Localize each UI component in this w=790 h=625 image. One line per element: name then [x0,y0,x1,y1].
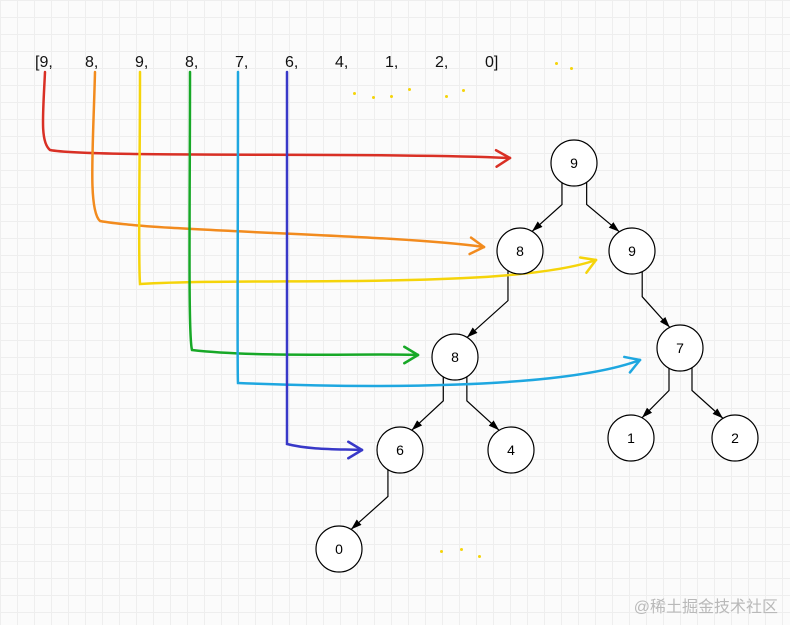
stray-dot [390,95,393,98]
svg-text:2: 2 [731,430,739,446]
stray-dot [462,89,465,92]
stray-dot [478,555,481,558]
tree-node-n9b: 9 [609,228,655,274]
tree-node-n9r: 9 [551,140,597,186]
svg-text:8: 8 [451,349,459,365]
connector-arrow [404,355,418,363]
stray-dot [353,92,356,95]
array-item-6: 4, [335,54,348,72]
stray-dot [445,95,448,98]
svg-text:7: 7 [676,340,684,356]
connector-c4 [238,72,640,386]
tree-node-n4: 4 [488,427,534,473]
connector-arrow [624,357,640,360]
svg-text:1: 1 [627,430,635,446]
svg-text:6: 6 [396,442,404,458]
watermark-text: @稀土掘金技术社区 [634,593,778,617]
array-to-node-connectors [43,72,640,458]
tree-edge [642,272,670,328]
tree-node-n1: 1 [608,415,654,461]
array-item-5: 6, [285,54,298,72]
connector-arrow [580,257,596,260]
tree-edge [692,368,723,419]
stray-dot [408,88,411,91]
stray-dot [570,67,573,70]
tree-node-n6: 6 [377,427,423,473]
svg-text:0: 0 [335,541,343,557]
tree-nodes: 9 8 9 8 7 6 4 1 2 0 [316,140,758,572]
connector-arrow [497,158,510,167]
array-item-7: 1, [385,54,398,72]
tree-edge [587,182,620,232]
tree-edge [642,368,669,418]
stray-dot [555,62,558,65]
array-item-9: 0] [485,54,498,72]
stray-dot [440,550,443,553]
tree-node-n2: 2 [712,415,758,461]
tree-edge [532,183,562,232]
array-item-0: [9, [35,54,53,72]
connector-arrow [348,450,362,458]
connector-c5 [287,72,362,450]
array-item-8: 2, [435,54,448,72]
connector-arrow [470,247,484,254]
stray-dot [372,96,375,99]
svg-text:9: 9 [570,155,578,171]
tree-edge [467,271,508,338]
connector-c3 [190,72,419,355]
svg-text:9: 9 [628,243,636,259]
array-item-4: 7, [235,54,248,72]
array-item-3: 8, [185,54,198,72]
tree-edge [351,470,388,530]
connector-c0 [43,72,510,158]
tree-node-n7: 7 [657,325,703,371]
tree-node-n8b: 8 [432,334,478,380]
stray-dot [460,548,463,551]
tree-node-n0: 0 [316,526,362,572]
array-item-2: 9, [135,54,148,72]
svg-text:4: 4 [507,442,515,458]
tree-node-n8a: 8 [497,228,543,274]
diagram-svg: 9 8 9 8 7 6 4 1 2 0 [0,0,790,625]
svg-text:8: 8 [516,243,524,259]
array-item-1: 8, [85,54,98,72]
